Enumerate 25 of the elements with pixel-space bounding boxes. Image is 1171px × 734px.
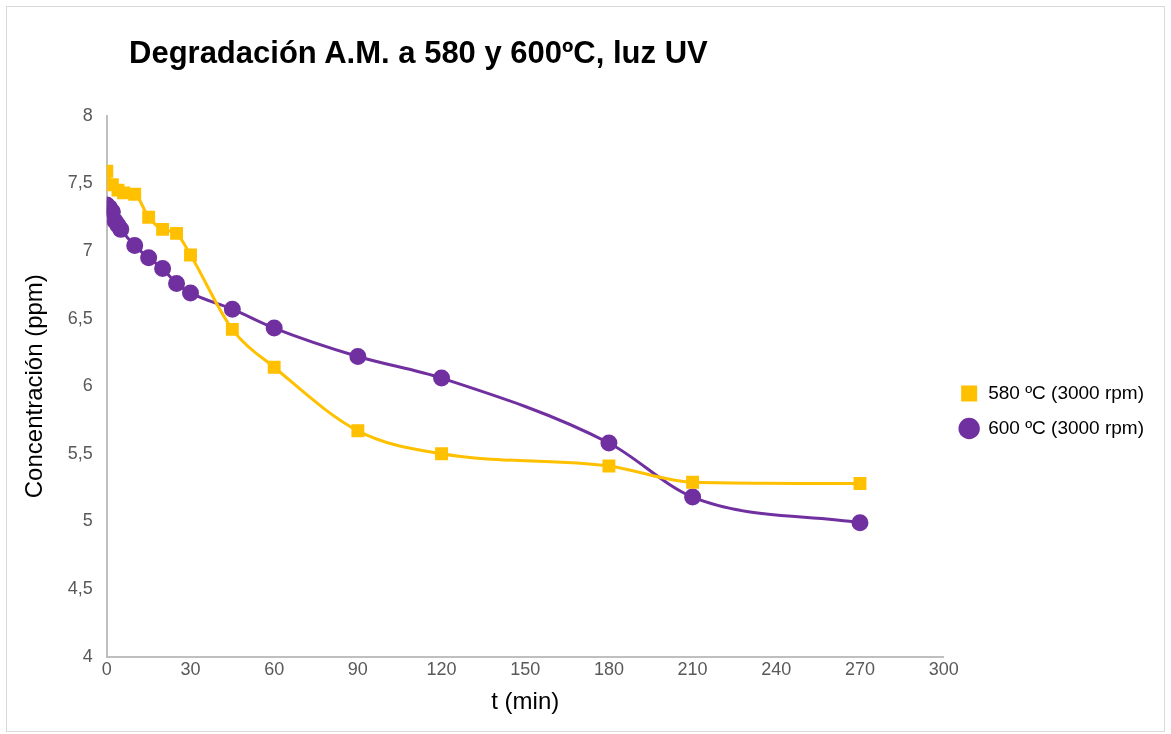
x-tick-label: 60 xyxy=(264,659,285,680)
y-tick-label: 7,5 xyxy=(67,172,93,193)
y-tick-label: 4,5 xyxy=(67,577,93,598)
y-tick-label: 4 xyxy=(82,645,93,666)
x-tick-label: 240 xyxy=(761,659,792,680)
x-tick-label: 180 xyxy=(593,659,624,680)
y-tick-label: 7 xyxy=(82,239,93,260)
legend-label: 580 ºC (3000 rpm) xyxy=(988,381,1144,403)
y-tick-label: 6 xyxy=(82,375,93,396)
y-tick-label: 8 xyxy=(82,104,93,125)
x-tick-label: 90 xyxy=(347,659,368,680)
x-tick-label: 300 xyxy=(928,659,959,680)
x-tick-label: 30 xyxy=(180,659,201,680)
x-tick-label: 210 xyxy=(677,659,708,680)
x-axis-title: t (min) xyxy=(491,687,560,715)
x-tick-label: 120 xyxy=(426,659,457,680)
x-tick-label: 0 xyxy=(101,659,112,680)
y-axis-title: Concentración (ppm) xyxy=(20,274,48,499)
x-tick-label: 270 xyxy=(844,659,875,680)
y-tick-label: 5,5 xyxy=(67,442,93,463)
y-tick-label: 5 xyxy=(82,510,93,531)
y-tick-label: 6,5 xyxy=(67,307,93,328)
legend-label: 600 ºC (3000 rpm) xyxy=(988,416,1144,438)
x-tick-label: 150 xyxy=(510,659,541,680)
chart-title: Degradación A.M. a 580 y 600ºC, luz UV xyxy=(129,35,708,71)
